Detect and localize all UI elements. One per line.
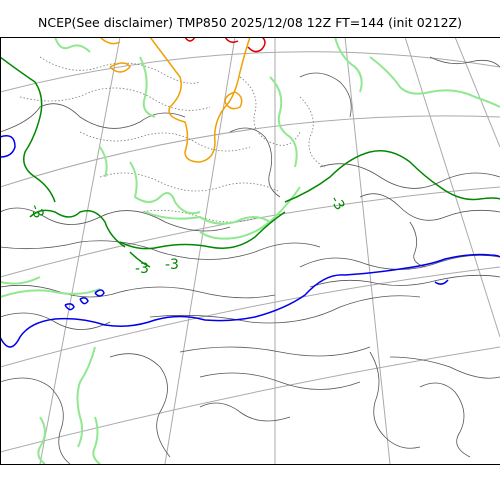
contour-label: -3 (327, 193, 348, 213)
map-title: NCEP(See disclaimer) TMP850 2025/12/08 1… (38, 15, 462, 30)
contour-label: -3 (165, 257, 179, 273)
blue-contours (0, 135, 500, 348)
graticule (0, 37, 500, 464)
weather-map: -3 -3 -3 -3 (0, 37, 500, 464)
green-contours (0, 56, 500, 268)
orange-contours (99, 37, 251, 163)
contour-labels: -3 -3 -3 -3 (27, 193, 348, 277)
light-green-contours (0, 37, 500, 464)
temperature-contours-thin (0, 56, 500, 464)
contour-label: -3 (135, 261, 149, 277)
red-contours (184, 37, 266, 53)
contour-label: -3 (27, 202, 47, 221)
